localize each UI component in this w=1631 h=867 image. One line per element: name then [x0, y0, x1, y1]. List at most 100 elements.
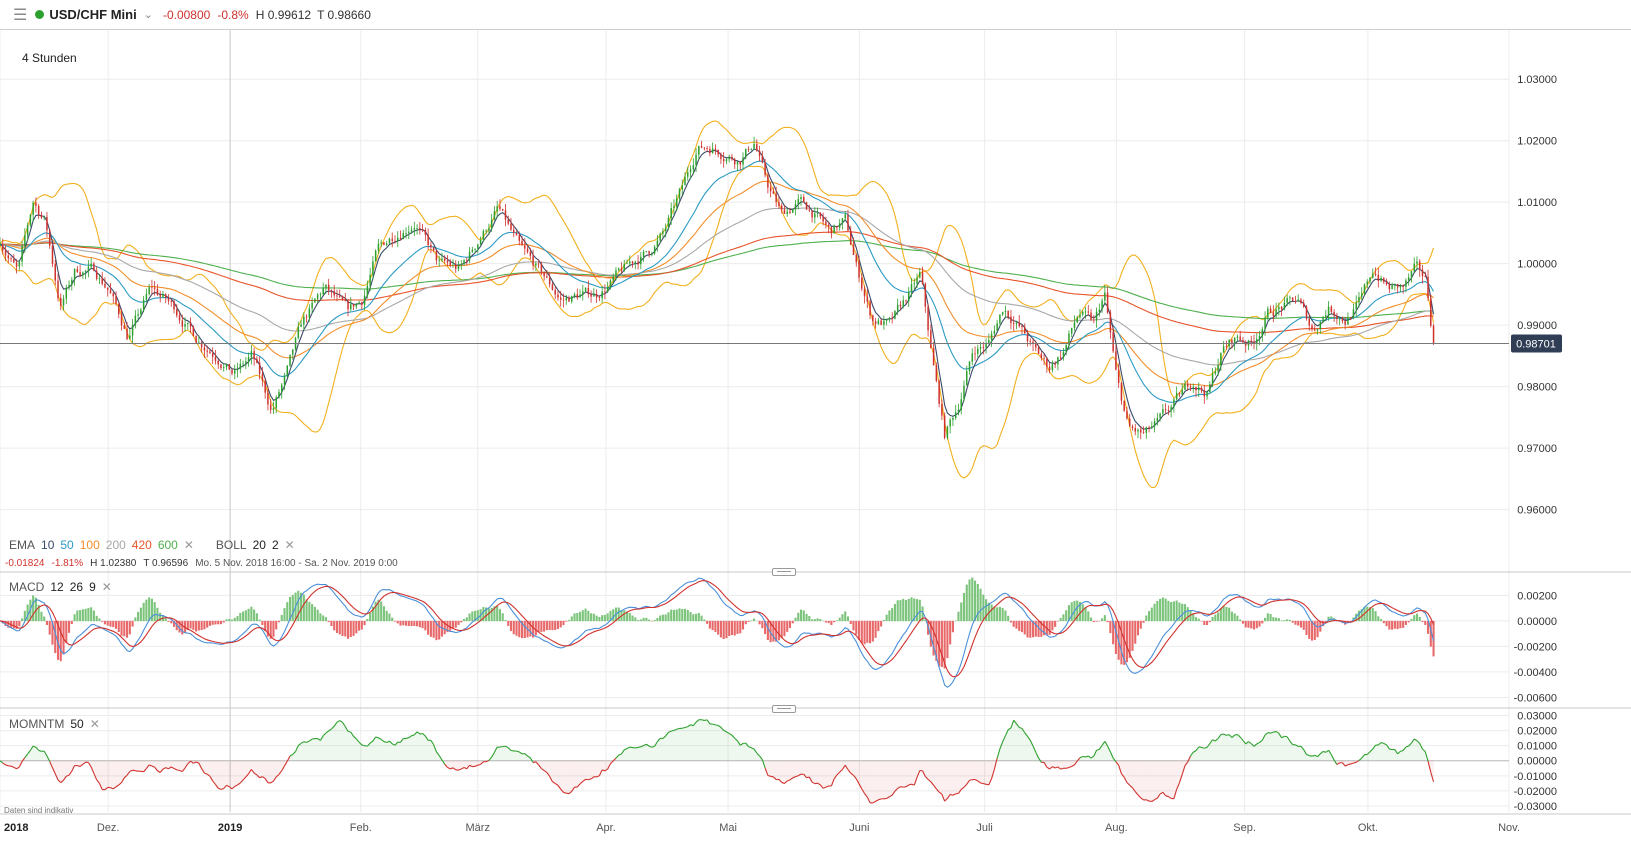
candle-body: [551, 284, 554, 290]
candle: [109, 283, 112, 294]
candle-body: [115, 296, 117, 304]
momentum-fill: [325, 730, 329, 761]
momentum-fill: [179, 760, 183, 772]
macd-histogram-bar: [1103, 615, 1106, 622]
macd-histogram-bar: [1310, 620, 1314, 641]
momentum-fill: [1245, 741, 1249, 761]
momentum-line-segment: [416, 731, 421, 735]
candle: [391, 232, 393, 248]
candle: [460, 260, 463, 270]
momentum-line-segment: [275, 774, 280, 778]
candle-body: [13, 259, 15, 263]
boll-label[interactable]: BOLL: [215, 538, 247, 552]
macd-histogram-bar: [34, 597, 37, 622]
macd-histogram-bar: [396, 620, 399, 624]
macd-histogram-bar: [1031, 620, 1035, 638]
candle-body: [245, 361, 247, 364]
ema-50-line: [0, 160, 1434, 403]
candle-body: [1051, 364, 1054, 371]
candle-body: [493, 211, 496, 220]
candle: [1117, 363, 1120, 388]
candle-body: [1021, 325, 1023, 328]
momentum-line-segment: [386, 740, 390, 743]
candle: [952, 416, 954, 426]
timeframe-label[interactable]: 4 Stunden: [22, 51, 77, 65]
momentum-fill: [1157, 760, 1161, 799]
candle: [300, 319, 302, 327]
candle: [543, 271, 545, 281]
momentum-legend: MOMNTM 50 ✕: [9, 717, 106, 731]
candle-body: [454, 264, 457, 269]
momentum-line-segment: [1248, 741, 1252, 745]
candle-body: [1366, 281, 1369, 285]
candle-body: [181, 320, 184, 327]
candle-body: [1007, 310, 1009, 317]
instrument-name[interactable]: USD/CHF Mini: [49, 7, 137, 22]
candle: [791, 208, 794, 213]
candle: [79, 264, 81, 278]
macd-label[interactable]: MACD: [9, 580, 45, 594]
candle-body: [620, 268, 623, 271]
momentum-label[interactable]: MOMNTM: [9, 717, 65, 731]
macd-histogram-bar: [791, 620, 794, 624]
menu-icon[interactable]: ☰: [13, 6, 28, 24]
momentum-fill: [544, 760, 547, 773]
candle-body: [977, 348, 979, 354]
momentum-line-segment: [435, 751, 440, 756]
candle: [275, 395, 277, 414]
macd-histogram-bar: [1366, 606, 1369, 622]
momentum-line-segment: [1306, 753, 1310, 757]
ema-label[interactable]: EMA: [9, 538, 36, 552]
candle-body: [424, 229, 427, 235]
momentum-fill: [129, 760, 133, 772]
candle: [825, 216, 827, 229]
candle-body: [358, 302, 360, 305]
momentum-line-segment: [1024, 732, 1028, 737]
candle: [1164, 403, 1167, 414]
candle-body: [548, 277, 551, 285]
remove-macd-icon[interactable]: ✕: [101, 580, 112, 594]
candle: [789, 207, 791, 215]
remove-momentum-icon[interactable]: ✕: [89, 717, 100, 731]
momentum-fill: [505, 746, 509, 761]
remove-boll-icon[interactable]: ✕: [284, 538, 295, 552]
macd-histogram-bar: [703, 619, 706, 622]
momentum-line-segment: [1231, 734, 1236, 738]
momentum-fill: [781, 760, 785, 784]
macd-histogram-bar: [938, 620, 941, 667]
macd-histogram-bar: [37, 604, 40, 622]
macd-histogram-bar: [512, 620, 515, 635]
momentum-line-segment: [1085, 755, 1089, 758]
macd-histogram-bar: [708, 620, 711, 629]
macd-histogram-bar: [1197, 618, 1200, 622]
candle-body: [1289, 297, 1291, 299]
chevron-down-icon[interactable]: ⌄: [143, 9, 153, 21]
momentum-fill: [1242, 740, 1246, 761]
candle-body: [1430, 298, 1432, 326]
momentum-line-segment: [170, 766, 175, 770]
candle-body: [535, 263, 537, 266]
candle: [1385, 278, 1388, 286]
market-open-icon: [35, 10, 45, 19]
candle: [1209, 381, 1211, 394]
macd-histogram-bar: [1167, 600, 1170, 622]
macd-histogram-bar: [142, 602, 145, 622]
macd-histogram-bar: [338, 620, 341, 635]
pane-resize-handle[interactable]: [772, 705, 796, 713]
remove-ema-icon[interactable]: ✕: [183, 538, 194, 552]
candle: [1029, 338, 1032, 346]
candle-body: [1104, 292, 1106, 301]
momentum-line-segment: [535, 761, 540, 766]
candle-body: [783, 209, 786, 214]
candle: [634, 260, 637, 270]
candle-body: [123, 325, 126, 329]
candle: [258, 356, 261, 380]
momentum-line-segment: [728, 732, 733, 736]
momentum-fill: [403, 738, 407, 761]
momentum-fill: [806, 760, 810, 778]
momentum-fill: [718, 725, 721, 761]
candle-body: [1278, 306, 1280, 310]
momentum-line-segment: [60, 779, 64, 783]
pane-resize-handle[interactable]: [772, 568, 796, 576]
